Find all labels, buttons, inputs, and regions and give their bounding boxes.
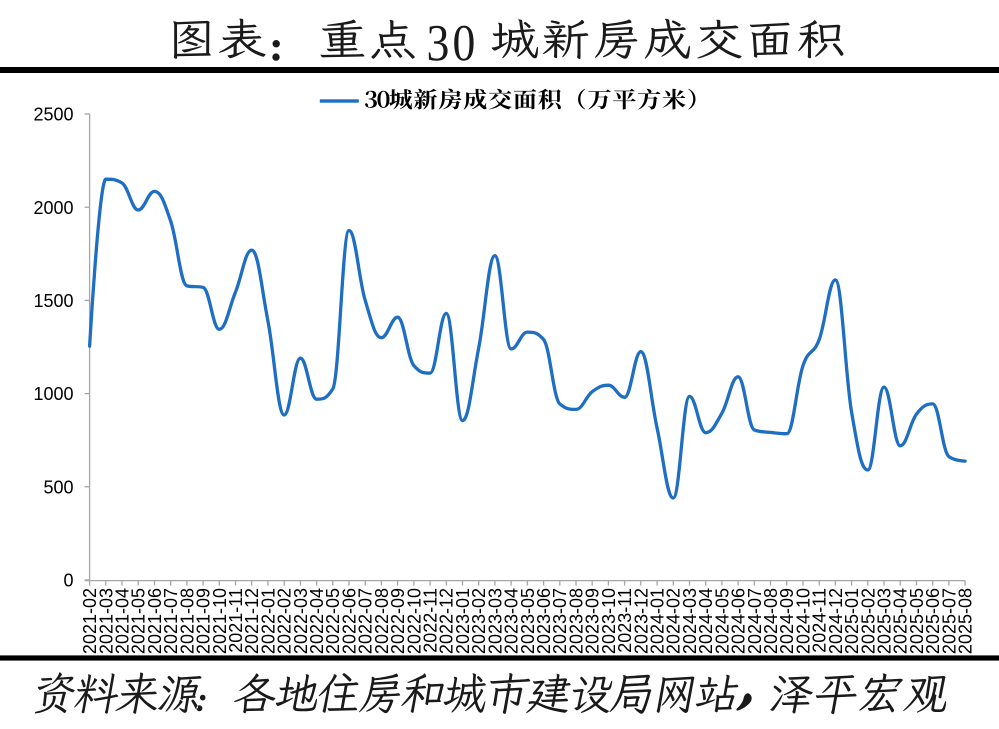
svg-text:2024-01: 2024-01 xyxy=(648,588,668,654)
svg-text:2024-12: 2024-12 xyxy=(826,588,846,654)
svg-text:2021-08: 2021-08 xyxy=(177,588,197,654)
svg-text:2024-03: 2024-03 xyxy=(680,588,700,654)
svg-text:2021-03: 2021-03 xyxy=(96,588,116,654)
svg-text:2024-02: 2024-02 xyxy=(664,588,684,654)
svg-text:2022-11: 2022-11 xyxy=(421,588,441,653)
svg-text:1500: 1500 xyxy=(33,291,73,311)
svg-text:2022-09: 2022-09 xyxy=(388,588,408,654)
svg-text:2025-03: 2025-03 xyxy=(875,588,895,654)
svg-text:2023-01: 2023-01 xyxy=(453,588,473,654)
svg-text:2023-06: 2023-06 xyxy=(534,588,554,654)
svg-text:2024-06: 2024-06 xyxy=(729,588,749,654)
svg-text:2025-01: 2025-01 xyxy=(842,588,862,654)
svg-text:2023-08: 2023-08 xyxy=(566,588,586,654)
svg-text:2023-02: 2023-02 xyxy=(469,588,489,654)
svg-text:2024-07: 2024-07 xyxy=(745,588,765,654)
svg-text:2025-07: 2025-07 xyxy=(939,588,959,654)
svg-text:2022-10: 2022-10 xyxy=(404,588,424,654)
svg-text:2022-03: 2022-03 xyxy=(291,588,311,654)
svg-text:2021-06: 2021-06 xyxy=(145,588,165,654)
svg-text:2021-07: 2021-07 xyxy=(161,588,181,654)
svg-text:2022-01: 2022-01 xyxy=(258,588,278,654)
svg-text:2023-07: 2023-07 xyxy=(550,588,570,654)
svg-text:2025-05: 2025-05 xyxy=(907,588,927,654)
svg-text:2023-09: 2023-09 xyxy=(583,588,603,654)
svg-text:2024-04: 2024-04 xyxy=(696,588,716,654)
svg-text:2021-02: 2021-02 xyxy=(80,588,100,654)
svg-text:2021-10: 2021-10 xyxy=(210,588,230,654)
svg-text:2022-06: 2022-06 xyxy=(340,588,360,654)
svg-text:2022-07: 2022-07 xyxy=(356,588,376,654)
svg-text:2025-04: 2025-04 xyxy=(891,588,911,654)
svg-text:2024-11: 2024-11 xyxy=(810,588,830,653)
svg-text:2000: 2000 xyxy=(33,198,73,218)
svg-text:2025-06: 2025-06 xyxy=(923,588,943,654)
svg-text:2023-11: 2023-11 xyxy=(615,588,635,653)
svg-text:2023-05: 2023-05 xyxy=(518,588,538,654)
svg-text:2022-05: 2022-05 xyxy=(323,588,343,654)
svg-text:2022-08: 2022-08 xyxy=(372,588,392,654)
svg-text:2021-12: 2021-12 xyxy=(242,588,262,654)
svg-text:2022-04: 2022-04 xyxy=(307,588,327,654)
svg-text:1000: 1000 xyxy=(33,384,73,404)
svg-text:2024-10: 2024-10 xyxy=(793,588,813,654)
svg-text:2022-02: 2022-02 xyxy=(275,588,295,654)
svg-text:2021-09: 2021-09 xyxy=(194,588,214,654)
svg-text:2021-04: 2021-04 xyxy=(113,588,133,654)
svg-text:2025-02: 2025-02 xyxy=(858,588,878,654)
svg-text:2023-04: 2023-04 xyxy=(502,588,522,654)
svg-text:2022-12: 2022-12 xyxy=(437,588,457,654)
svg-text:0: 0 xyxy=(63,571,73,591)
svg-text:2023-03: 2023-03 xyxy=(485,588,505,654)
svg-text:2023-12: 2023-12 xyxy=(631,588,651,654)
svg-text:2024-08: 2024-08 xyxy=(761,588,781,654)
svg-text:2025-08: 2025-08 xyxy=(956,588,976,654)
svg-text:500: 500 xyxy=(43,477,73,497)
svg-text:2023-10: 2023-10 xyxy=(599,588,619,654)
svg-text:2024-05: 2024-05 xyxy=(712,588,732,654)
svg-text:2500: 2500 xyxy=(33,105,73,125)
svg-text:2021-11: 2021-11 xyxy=(226,588,246,653)
svg-text:2024-09: 2024-09 xyxy=(777,588,797,654)
svg-text:2021-05: 2021-05 xyxy=(129,588,149,654)
